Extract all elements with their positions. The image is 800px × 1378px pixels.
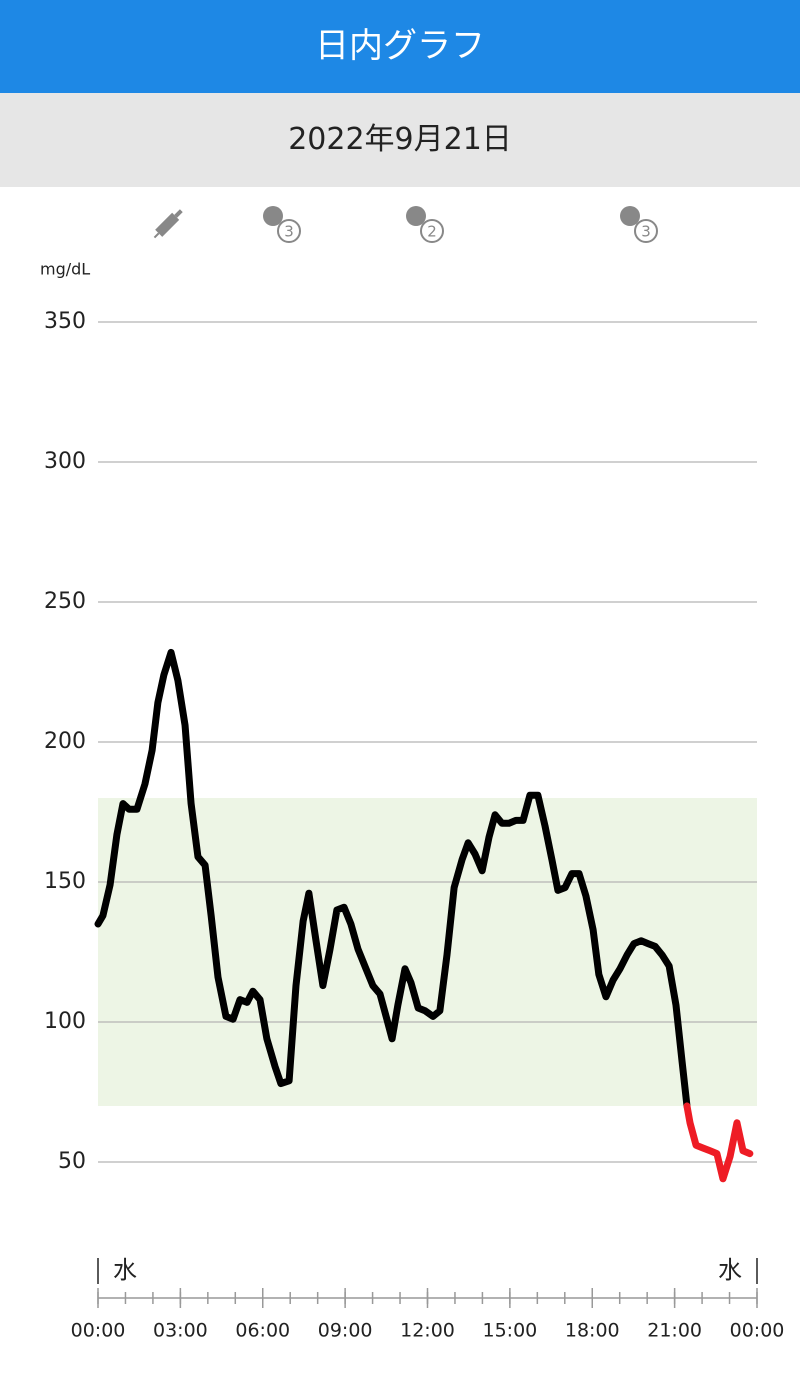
meal-icon: 3 <box>620 206 658 243</box>
syringe-icon <box>153 209 183 239</box>
icon-badge: 3 <box>284 223 294 241</box>
target-range <box>98 798 757 1106</box>
x-tick-label: 15:00 <box>482 1320 537 1342</box>
x-tick-label: 18:00 <box>565 1320 620 1342</box>
y-tick-label: 150 <box>44 869 86 894</box>
y-tick-label: 50 <box>58 1149 86 1174</box>
x-tick-label: 03:00 <box>153 1320 208 1342</box>
x-tick-label: 12:00 <box>400 1320 455 1342</box>
x-tick-label: 09:00 <box>318 1320 373 1342</box>
y-tick-label: 200 <box>44 729 86 754</box>
glucose-line <box>94 648 691 1110</box>
y-tick-label: 100 <box>44 1009 86 1034</box>
date: 2022年9月21日 <box>0 93 800 187</box>
y-unit: mg/dL <box>40 260 90 279</box>
icon-badge: 2 <box>427 223 437 241</box>
icon-badge: 3 <box>641 223 651 241</box>
x-tick-label: 00:00 <box>730 1320 785 1342</box>
meal-icon: 3 <box>263 206 301 243</box>
day-label: 水 <box>113 1256 137 1284</box>
glucose-line <box>683 1102 754 1183</box>
day-label: 水 <box>718 1256 742 1284</box>
meal-icon: 2 <box>406 206 444 243</box>
y-tick-label: 250 <box>44 589 86 614</box>
y-tick-label: 350 <box>44 309 86 334</box>
x-tick-label: 00:00 <box>71 1320 126 1342</box>
x-tick-label: 21:00 <box>647 1320 702 1342</box>
y-tick-label: 300 <box>44 449 86 474</box>
x-tick-label: 06:00 <box>235 1320 290 1342</box>
header-title: 日内グラフ <box>0 0 800 93</box>
